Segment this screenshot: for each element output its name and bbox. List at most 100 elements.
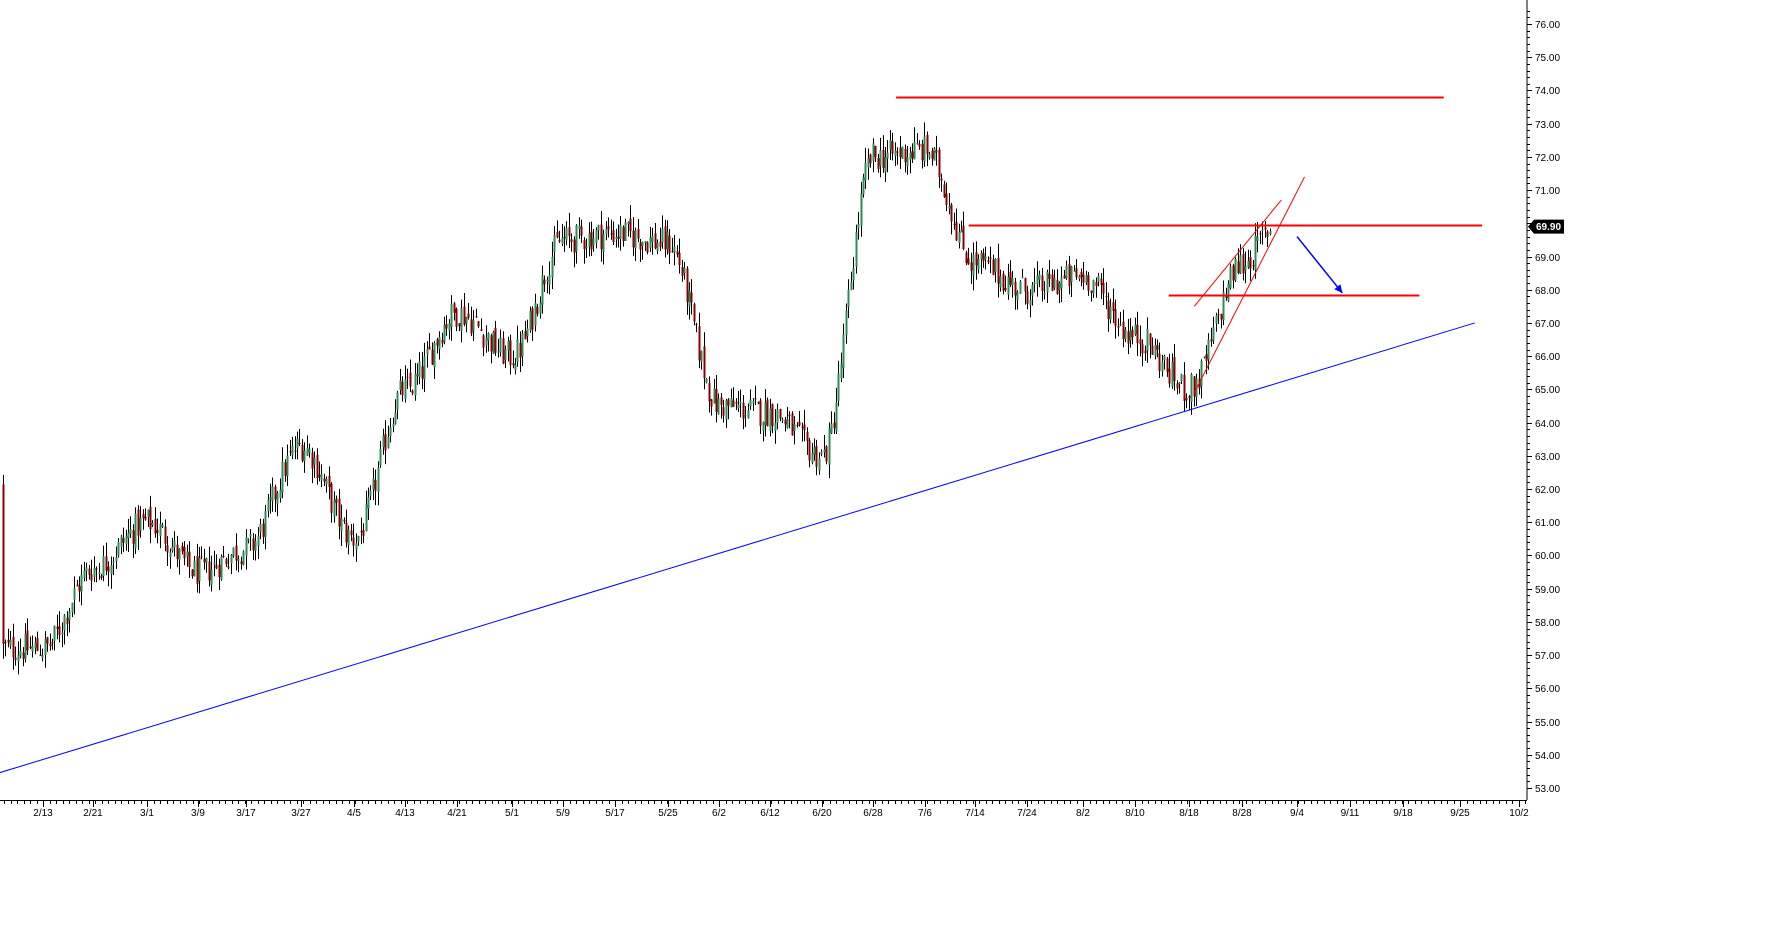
candle-up	[355, 543, 358, 550]
candle-down	[1149, 333, 1152, 346]
candle-down	[183, 547, 186, 559]
candle-up	[644, 241, 647, 244]
candle-up	[1036, 275, 1039, 285]
candle-up	[619, 224, 622, 240]
candle-up	[551, 256, 554, 278]
y-tick-label: 65.00	[1535, 385, 1560, 396]
x-tick-label: 4/5	[347, 808, 361, 819]
candle-up	[634, 230, 637, 249]
candle-down	[458, 323, 461, 327]
candle-up	[53, 625, 56, 641]
candle-up	[247, 539, 250, 541]
candle-up	[257, 535, 260, 546]
candle-up	[68, 611, 71, 621]
candle-up	[776, 409, 779, 423]
candle-down	[727, 399, 730, 406]
candle-up	[786, 419, 789, 428]
candle-down	[904, 148, 907, 163]
candle-down	[490, 335, 493, 352]
candle-down	[149, 506, 152, 530]
candle-up	[414, 373, 417, 396]
candle-up	[972, 254, 975, 276]
candle-down	[931, 150, 934, 159]
candle-down	[877, 157, 880, 169]
candle-up	[98, 572, 101, 574]
candle-down	[14, 657, 17, 661]
candle-up	[960, 229, 963, 233]
candle-up	[313, 457, 316, 465]
candle-up	[534, 302, 537, 326]
candle-up	[529, 310, 532, 331]
candle-up	[134, 513, 137, 549]
candle-down	[455, 308, 458, 327]
candle-down	[784, 419, 787, 425]
candle-up	[901, 146, 904, 159]
candle-up	[820, 452, 823, 454]
candle-up	[867, 158, 870, 168]
candle-down	[938, 149, 941, 178]
candle-down	[678, 252, 681, 266]
candle-up	[541, 275, 544, 305]
candle-down	[970, 262, 973, 271]
candle-up	[291, 445, 294, 456]
candle-down	[754, 398, 757, 400]
candle-up	[61, 632, 64, 635]
candle-up	[842, 334, 845, 369]
candle-up	[306, 447, 309, 456]
candle-down	[1051, 274, 1054, 291]
candle-up	[830, 423, 833, 433]
candle-up	[115, 557, 118, 562]
candle-up	[389, 427, 392, 437]
candles-group	[2, 122, 1272, 675]
candle-down	[1014, 281, 1017, 296]
candle-down	[51, 641, 54, 643]
candle-down	[240, 561, 243, 565]
candle-down	[943, 184, 946, 198]
candle-down	[1217, 314, 1220, 316]
candle-down	[568, 227, 571, 237]
candle-down	[494, 327, 497, 353]
candle-down	[445, 324, 448, 329]
candle-up	[837, 373, 840, 401]
candle-down	[1100, 278, 1103, 286]
candle-down	[1063, 275, 1066, 279]
candle-up	[818, 458, 821, 471]
candle-up	[279, 489, 282, 499]
candle-down	[311, 452, 314, 469]
candle-down	[708, 382, 711, 402]
candle-up	[737, 404, 740, 409]
candle-up	[624, 222, 627, 241]
candle-down	[573, 239, 576, 253]
candle-up	[357, 535, 360, 542]
candle-down	[453, 303, 456, 313]
candle-up	[1058, 283, 1061, 291]
candle-up	[811, 452, 814, 463]
candle-down	[693, 304, 696, 322]
candle-down	[1090, 290, 1093, 293]
candle-up	[730, 397, 733, 408]
candle-down	[622, 227, 625, 242]
candle-down	[766, 399, 769, 427]
x-tick-label: 7/24	[1017, 808, 1037, 819]
candle-down	[29, 646, 32, 648]
candle-down	[1237, 261, 1240, 274]
candle-up	[1215, 315, 1218, 324]
candle-down	[1144, 350, 1147, 354]
candle-down	[808, 440, 811, 461]
candle-down	[144, 516, 147, 520]
candle-down	[1266, 231, 1269, 237]
candle-down	[668, 235, 671, 254]
candle-down	[436, 339, 439, 346]
candle-down	[1185, 398, 1188, 401]
candle-up	[173, 540, 176, 548]
candle-up	[161, 525, 164, 527]
candle-up	[553, 234, 556, 253]
candle-down	[431, 349, 434, 365]
candle-up	[673, 247, 676, 253]
candle-up	[933, 148, 936, 161]
candle-up	[744, 415, 747, 417]
candle-up	[34, 642, 37, 649]
candle-down	[345, 523, 348, 543]
x-tick-label: 9/11	[1341, 808, 1360, 819]
candle-down	[409, 372, 412, 387]
